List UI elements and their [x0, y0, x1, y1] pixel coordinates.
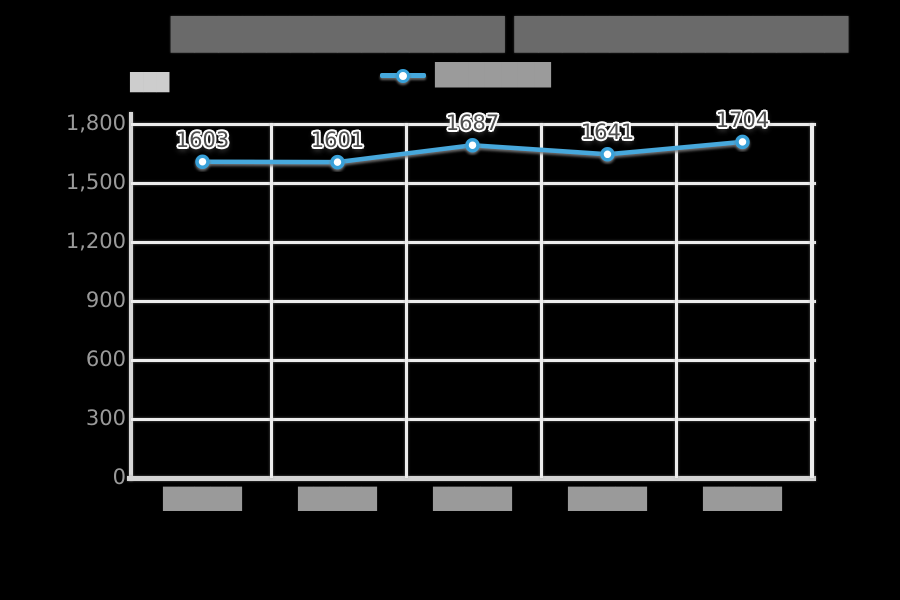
gridline-horizontal — [131, 300, 816, 303]
y-axis-tick-label: 1,500 — [65, 170, 126, 194]
data-point-label: 1603 — [175, 127, 230, 152]
gridline-horizontal — [131, 241, 816, 244]
x-axis-tick-label: █████ — [703, 487, 782, 511]
data-point-label: 1601 — [310, 128, 365, 153]
x-axis-line — [127, 476, 816, 481]
legend-series-label: ███████ — [435, 63, 551, 88]
gridline-vertical — [540, 123, 543, 478]
y-axis-unit-label: ███ — [130, 73, 170, 93]
legend-circle-icon — [396, 68, 410, 83]
x-axis-tick-label: █████ — [298, 487, 377, 511]
data-point-marker[interactable] — [195, 154, 210, 169]
data-point-label: 1641 — [580, 120, 635, 145]
data-point-label: 1687 — [445, 111, 500, 136]
y-axis-tick-label: 1,200 — [65, 229, 126, 253]
legend-line-marker-icon — [380, 67, 426, 84]
data-point-label: 1704 — [715, 107, 770, 132]
gridline-horizontal — [131, 182, 816, 185]
x-axis-tick-label: █████ — [568, 487, 647, 511]
y-axis-line — [129, 112, 133, 481]
y-axis-tick-label: 1,800 — [65, 111, 126, 135]
x-axis-tick-label: █████ — [433, 487, 512, 511]
data-point-marker[interactable] — [735, 134, 750, 150]
y-axis-tick-label: 600 — [85, 347, 126, 371]
series-line — [200, 139, 745, 165]
y-axis-tick-label: 0 — [112, 465, 126, 489]
data-point-marker[interactable] — [600, 147, 615, 162]
gridline-vertical — [405, 123, 408, 478]
gridline-horizontal — [131, 359, 816, 362]
gridline-horizontal — [131, 418, 816, 421]
x-axis-tick-label: █████ — [163, 487, 242, 511]
data-point-marker[interactable] — [330, 154, 345, 170]
y-axis-tick-label: 900 — [85, 288, 126, 312]
data-point-marker[interactable] — [465, 137, 480, 153]
gridline-horizontal — [131, 123, 816, 126]
gridline-vertical — [675, 123, 678, 478]
y-axis-tick-label: 300 — [85, 406, 126, 430]
chart-title: ██████████████ ██████████████ — [171, 17, 849, 53]
legend-item[interactable]: ███████ — [380, 62, 551, 89]
gridline-vertical — [270, 123, 273, 478]
gridline-vertical — [810, 123, 814, 478]
